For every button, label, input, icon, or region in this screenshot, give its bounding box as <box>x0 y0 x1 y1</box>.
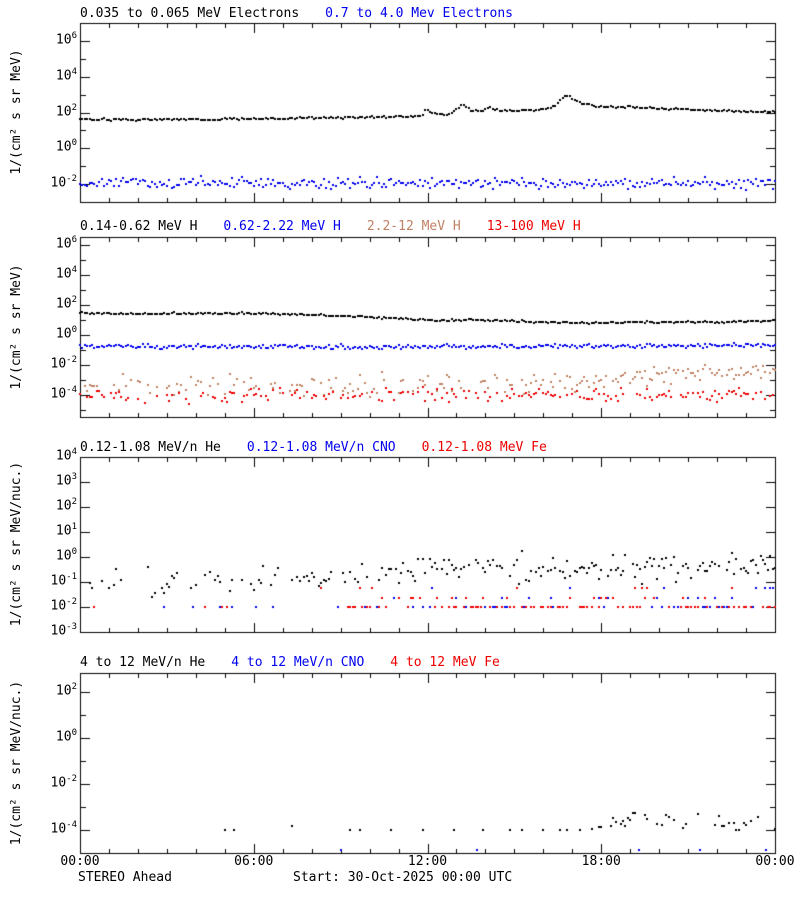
y-tick-label: 10-1 <box>50 572 78 589</box>
y-tick-label: 103 <box>55 472 77 489</box>
y-tick-label: 101 <box>55 522 77 539</box>
x-tick-label: 18:00 <box>581 854 621 869</box>
y-tick-label: 106 <box>55 234 77 251</box>
y-tick-label: 10-4 <box>50 820 78 837</box>
legend-item: 0.7 to 4.0 Mev Electrons <box>325 6 513 21</box>
legend-item: 0.12-1.08 MeV Fe <box>421 440 547 455</box>
legend-item: 4 to 12 MeV/n He <box>80 655 206 670</box>
legend-item: 4 to 12 MeV/n CNO <box>231 655 365 670</box>
y-tick-label: 10-3 <box>50 622 78 639</box>
panel-3-legend: 0.12-1.08 MeV/n He 0.12-1.08 MeV/n CNO 0.1… <box>80 441 573 455</box>
x-tick-label: 00:00 <box>755 854 795 869</box>
y-tick-label: 102 <box>55 682 77 699</box>
y-tick-label: 100 <box>55 324 77 341</box>
x-tick-label: 12:00 <box>407 854 448 869</box>
y-tick-label: 102 <box>55 102 77 119</box>
y-tick-label: 106 <box>55 30 77 48</box>
y-tick-label: 100 <box>55 138 77 155</box>
panel-1-legend: 0.035 to 0.065 MeV Electrons 0.7 to 4.0 M… <box>80 7 539 21</box>
y-tick-label: 102 <box>55 294 77 311</box>
legend-item: 0.62-2.22 MeV H <box>223 219 341 234</box>
y-tick-label: 10-2 <box>50 354 78 371</box>
y-tick-label: 100 <box>55 547 77 564</box>
panel-4-legend: 4 to 12 MeV/n He 4 to 12 MeV/n CNO 4 to 12… <box>80 656 526 670</box>
legend-item: 0.12-1.08 MeV/n He <box>80 440 221 455</box>
legend-item: 0.035 to 0.065 MeV Electrons <box>80 6 300 21</box>
legend-item: 0.12-1.08 MeV/n CNO <box>246 440 396 455</box>
panel-2-legend: 0.14-0.62 MeV H 0.62-2.22 MeV H 2.2-12 MeV… <box>80 220 607 234</box>
y-tick-label: 10-4 <box>50 384 78 401</box>
y-tick-label: 102 <box>55 497 77 514</box>
legend-item: 2.2-12 MeV H <box>366 219 461 234</box>
x-tick-label: 06:00 <box>234 854 274 869</box>
legend-item: 13-100 MeV H <box>486 219 581 234</box>
y-tick-label: 104 <box>55 66 77 84</box>
y-tick-label: 10-2 <box>50 597 78 614</box>
y-tick-label: 104 <box>55 264 77 281</box>
y-tick-label: 100 <box>55 728 77 745</box>
legend-item: 0.14-0.62 MeV H <box>80 219 198 234</box>
y-tick-label: 10-2 <box>50 174 78 191</box>
x-tick-label: 00:00 <box>60 854 100 869</box>
y-tick-label: 10-2 <box>50 774 78 791</box>
y-tick-label: 104 <box>55 447 77 464</box>
spacecraft-label: STEREO Ahead <box>78 870 172 885</box>
legend-item: 4 to 12 MeV Fe <box>390 655 500 670</box>
start-time-label: Start: 30-Oct-2025 00:00 UTC <box>293 870 513 885</box>
